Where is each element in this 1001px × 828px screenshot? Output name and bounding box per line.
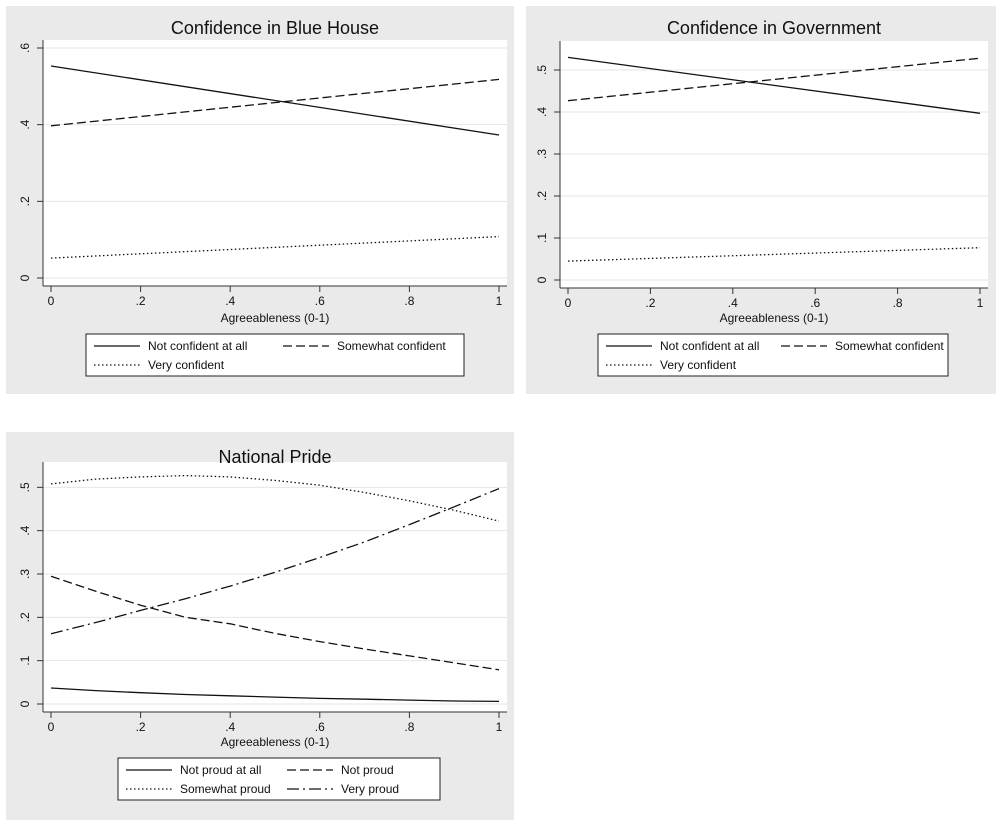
chart-svg: Confidence in Blue House 0 .2 .4 .6 0 .2 .4 .6 .8… xyxy=(18,18,507,377)
legend: Not confident at all Somewhat confident Ve… xyxy=(597,333,949,377)
x-tick-label: 0 xyxy=(48,720,55,734)
legend-label: Not confident at all xyxy=(148,339,247,353)
legend-label: Not proud at all xyxy=(180,763,261,777)
x-tick-label: .2 xyxy=(645,296,655,310)
y-tick-label: .4 xyxy=(18,525,32,535)
series-line xyxy=(50,235,500,259)
chart-svg: Confidence in Government 0 .1 .2 .3 .4 .5 0 .2 .4… xyxy=(535,18,988,377)
y-tick-label: .1 xyxy=(18,655,32,665)
y-tick-label: 0 xyxy=(18,274,32,281)
series-line xyxy=(567,56,981,114)
x-axis-label: Agreeableness (0-1) xyxy=(221,311,330,325)
x-tick-label: 1 xyxy=(496,294,503,308)
y-tick-label: .6 xyxy=(18,43,32,53)
x-tick-label: 0 xyxy=(48,294,55,308)
y-tick-label: .4 xyxy=(18,119,32,129)
legend-label: Somewhat confident xyxy=(337,339,446,353)
series-line xyxy=(50,474,500,522)
x-tick-label: .6 xyxy=(315,294,325,308)
series-line xyxy=(50,487,500,635)
series-line xyxy=(50,78,500,127)
legend-label: Somewhat proud xyxy=(180,782,271,796)
chart-panel-national-pride: National Pride 0 .1 .2 .3 .4 .5 0 .2 .4 .6 .8 1 Agree… xyxy=(6,432,514,820)
legend: Not confident at all Somewhat confident Ve… xyxy=(85,333,465,377)
y-tick-label: .5 xyxy=(18,482,32,492)
legend: Not proud at all Not proud Somewhat proud V… xyxy=(117,757,441,801)
legend-label: Very proud xyxy=(341,782,399,796)
legend-box xyxy=(117,757,441,801)
x-tick-label: .4 xyxy=(225,294,235,308)
x-tick-label: 0 xyxy=(565,296,572,310)
series-line xyxy=(50,65,500,136)
chart-svg: National Pride 0 .1 .2 .3 .4 .5 0 .2 .4 .6 .8 1 Agree… xyxy=(18,447,507,801)
x-tick-label: 1 xyxy=(496,720,503,734)
x-tick-label: .2 xyxy=(136,294,146,308)
plot-area xyxy=(560,41,988,288)
legend-label: Not confident at all xyxy=(660,339,759,353)
chart-title: Confidence in Government xyxy=(667,18,881,38)
chart-title: National Pride xyxy=(218,447,331,467)
x-tick-label: .2 xyxy=(136,720,146,734)
series-line xyxy=(50,575,500,671)
y-tick-label: .3 xyxy=(18,569,32,579)
x-axis-label: Agreeableness (0-1) xyxy=(720,311,829,325)
y-tick-label: .2 xyxy=(18,612,32,622)
x-tick-label: .8 xyxy=(404,720,414,734)
x-tick-label: .4 xyxy=(225,720,235,734)
x-tick-label: .6 xyxy=(810,296,820,310)
x-tick-label: .6 xyxy=(315,720,325,734)
x-tick-label: .8 xyxy=(404,294,414,308)
y-tick-label: 0 xyxy=(18,700,32,707)
chart-panel-confidence-government: Confidence in Government 0 .1 .2 .3 .4 .5 0 .2 .4… xyxy=(526,6,996,394)
legend-label: Not proud xyxy=(341,763,394,777)
x-axis-label: Agreeableness (0-1) xyxy=(221,735,330,749)
y-tick-label: .4 xyxy=(535,107,549,117)
series-line xyxy=(567,57,981,102)
x-tick-label: .8 xyxy=(893,296,903,310)
series-line xyxy=(50,687,500,703)
legend-label: Very confident xyxy=(660,358,737,372)
y-tick-label: .2 xyxy=(535,191,549,201)
series-line xyxy=(567,247,981,262)
chart-panel-confidence-blue-house: Confidence in Blue House 0 .2 .4 .6 0 .2 .4 .6 .8… xyxy=(6,6,514,394)
y-tick-label: .2 xyxy=(18,196,32,206)
legend-box xyxy=(597,333,949,377)
x-tick-label: .4 xyxy=(728,296,738,310)
legend-label: Very confident xyxy=(148,358,225,372)
y-tick-label: .5 xyxy=(535,65,549,75)
y-tick-label: 0 xyxy=(535,276,549,283)
plot-area xyxy=(43,462,507,712)
plot-area xyxy=(43,40,507,286)
legend-box xyxy=(85,333,465,377)
legend-label: Somewhat confident xyxy=(835,339,944,353)
y-tick-label: .1 xyxy=(535,233,549,243)
y-tick-label: .3 xyxy=(535,149,549,159)
chart-title: Confidence in Blue House xyxy=(171,18,379,38)
x-tick-label: 1 xyxy=(977,296,984,310)
